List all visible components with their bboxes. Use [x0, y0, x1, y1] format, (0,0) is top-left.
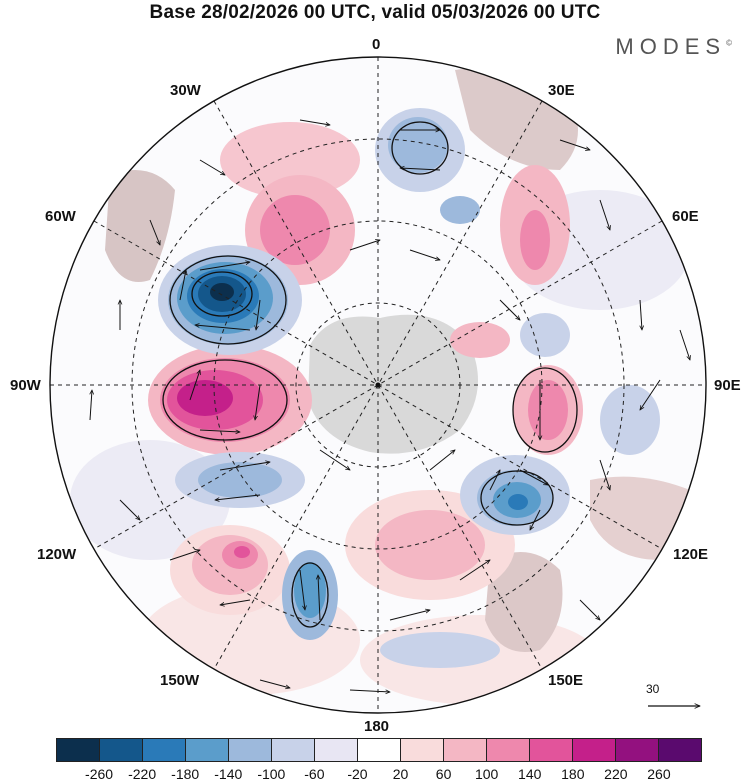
color-legend [56, 738, 702, 762]
longitude-label-30e: 30E [548, 82, 575, 99]
legend-tick-label: 140 [518, 766, 542, 782]
map-boundary [49, 56, 707, 714]
longitude-label-60e: 60E [672, 208, 699, 225]
reference-vector-label: 30 [646, 682, 660, 696]
legend-swatch [228, 739, 271, 761]
legend-tick-label: 60 [435, 766, 452, 782]
legend-swatch [443, 739, 486, 761]
wind-vectors [90, 119, 690, 692]
legend-swatch [615, 739, 658, 761]
new-zealand-landmass [590, 476, 692, 560]
legend-tick-labels: -260 -220 -180 -140 -100 -60 -20 20 60 100 140 180 2… [0, 766, 750, 783]
legend-tick-label: -20 [347, 766, 368, 782]
legend-swatch [185, 739, 228, 761]
legend-swatch [142, 739, 185, 761]
longitude-label-180: 180 [364, 718, 390, 735]
geopotential-contours [162, 121, 578, 628]
legend-swatch [658, 739, 701, 761]
longitude-label-60w: 60W [45, 208, 76, 225]
longitude-label-0: 0 [372, 36, 381, 53]
longitude-label-120w: 120W [37, 546, 77, 563]
map-title: Base 28/02/2026 00 UTC, valid 05/03/2026… [149, 2, 601, 23]
legend-tick-label: 180 [561, 766, 585, 782]
legend-swatch [357, 739, 400, 761]
legend-tick-label: -140 [214, 766, 243, 782]
longitude-label-90w: 90W [10, 377, 41, 394]
legend-tick-label: -60 [304, 766, 325, 782]
modes-logo: MODES© [615, 34, 732, 59]
longitude-label-30w: 30W [170, 82, 201, 99]
legend-tick-label: -260 [85, 766, 114, 782]
legend-tick-label: 260 [647, 766, 671, 782]
legend-swatch [314, 739, 357, 761]
legend-swatch [99, 739, 142, 761]
legend-swatch [486, 739, 529, 761]
legend-swatch [57, 739, 99, 761]
legend-swatch [572, 739, 615, 761]
south-america-landmass [105, 170, 175, 282]
legend-swatch [400, 739, 443, 761]
legend-tick-label: 100 [474, 766, 499, 782]
legend-tick-label: 220 [604, 766, 628, 782]
legend-swatch [529, 739, 572, 761]
australia-landmass [485, 552, 563, 652]
anomaly-field [50, 57, 706, 713]
antarctica-landmass [308, 314, 478, 454]
legend-tick-label: -100 [257, 766, 286, 782]
legend-tick-label: 20 [392, 766, 409, 782]
legend-tick-label: -220 [128, 766, 157, 782]
longitude-label-120e: 120E [673, 546, 709, 563]
legend-swatch [271, 739, 314, 761]
legend-tick-label: -180 [171, 766, 200, 782]
longitude-label-150w: 150W [160, 672, 200, 689]
longitude-label-90e: 90E [714, 377, 741, 394]
longitude-label-150e: 150E [548, 672, 584, 689]
